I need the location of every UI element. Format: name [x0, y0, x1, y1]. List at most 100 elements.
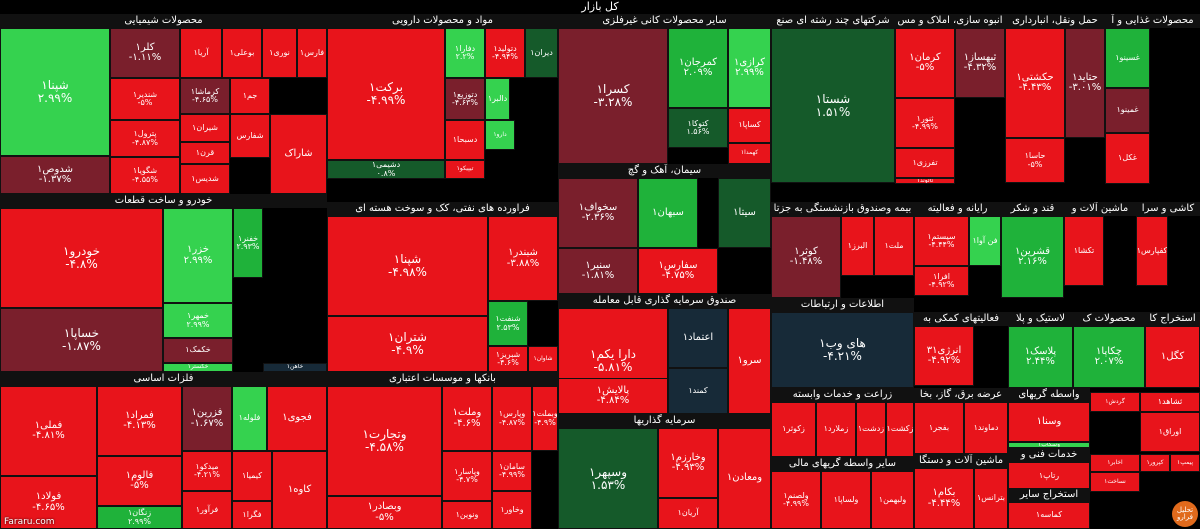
sector-29[interactable]: بکام۱ -۴.۴۴% بترانس۱ ماشین آلات و دستگا	[914, 454, 1008, 529]
stock-tile[interactable]: تفرزی۱	[895, 148, 955, 178]
stock-tile[interactable]: سیستم۱ -۴.۴۴%	[914, 216, 969, 266]
stock-tile[interactable]: حکشتی۱ -۴.۴۳%	[1005, 28, 1065, 138]
stock-tile[interactable]: کرازی۱ ۲.۹۹%	[728, 28, 771, 108]
sector-1[interactable]: برکت۱ -۴.۹۹% دشیمی۱ ۰.۸% دفارا۱ ۲.۲% دتولید۱ -۴…	[327, 14, 558, 179]
stock-tile[interactable]: شاوان۱	[528, 346, 558, 372]
stock-tile[interactable]: دسبحا۱	[445, 120, 485, 160]
stock-tile[interactable]: وپارس۱ -۴.۸۷%	[492, 386, 532, 451]
stock-tile[interactable]: شپنا۱ -۴.۹۸%	[327, 216, 488, 316]
stock-tile[interactable]: کهمدا۱	[728, 143, 771, 164]
sector-4[interactable]: کرمان۱ -۵% ثبهساز۱ -۴.۳۲% ثنور۱ -۴.۹۹% تفرزی۱ ث…	[895, 14, 1005, 184]
stock-tile[interactable]: ثنور۱ -۴.۹۹%	[895, 98, 955, 148]
stock-tile[interactable]: جم۱	[230, 78, 270, 114]
stock-tile[interactable]: اوراق۱	[1140, 412, 1200, 452]
stock-tile[interactable]: انرژی۳۱ -۴.۹۲%	[914, 326, 974, 386]
sector-14[interactable]: کفپارس۱ کاشی و سرا	[1136, 202, 1200, 298]
stock-tile[interactable]: شاراک	[270, 114, 327, 194]
stock-tile[interactable]: وملت۱ -۴.۶%	[442, 386, 492, 451]
stock-tile[interactable]: شبریز۱ -۴.۶%	[488, 346, 528, 372]
sector-13[interactable]: تکشا۱ ماشین آلات و	[1064, 202, 1136, 298]
stock-tile[interactable]: تیپیکو۱	[445, 160, 485, 179]
sector-0[interactable]: شپنا۱ ۲.۹۹% شدوص۱ -۱.۳۷% کلر۱ -۱.۱۱% شندیر۱ -۵%…	[0, 14, 327, 194]
stock-tile[interactable]: دماوند۱	[964, 402, 1008, 454]
stock-tile[interactable]: ونوین۱	[442, 501, 492, 529]
sector-12[interactable]: قشرین۱ ۲.۱۶% قند و شکر	[1001, 202, 1064, 298]
stock-tile[interactable]: کیمیا۱	[232, 451, 272, 501]
stock-tile[interactable]: دارو۱	[485, 120, 515, 150]
sector-19[interactable]: چکاپا۱ ۲.۰۷% محصولات ک	[1073, 312, 1145, 388]
sector-33[interactable]: اخابر۱	[1090, 454, 1140, 472]
stock-tile[interactable]: برکت۱ -۴.۹۹%	[327, 28, 445, 160]
stock-tile[interactable]: شدیس۱	[180, 164, 230, 194]
stock-tile[interactable]: ملت۱	[874, 216, 914, 276]
sector-34[interactable]: کپرور۱	[1140, 454, 1170, 472]
stock-tile[interactable]: سفارس۱ -۴.۷۵%	[638, 248, 718, 294]
stock-tile[interactable]: کساپا۱	[728, 108, 771, 143]
stock-tile[interactable]: فرآور۱	[182, 491, 232, 529]
stock-tile[interactable]: خمهر۱ ۲.۹۹%	[163, 303, 233, 338]
stock-tile[interactable]: فجوی۱	[267, 386, 327, 451]
sector-16[interactable]: های وب۱ -۴.۲۱% اطلاعات و ارتباطات	[771, 298, 914, 388]
sector-5[interactable]: حکشتی۱ -۴.۴۳% حتاید۱ -۳.۰۱% حاسا۱ -۵% حمل ونقل…	[1005, 14, 1105, 184]
stock-tile[interactable]: خودرو۱ -۴.۸%	[0, 208, 163, 308]
sector-24[interactable]: زکوثر۱ زملارد۱ زدشت۱ زکشت۱ زراعت و خدمات واب…	[771, 388, 914, 457]
stock-tile[interactable]: فزرین۱ -۱.۶۷%	[182, 386, 232, 451]
sector-3[interactable]: شستا۱ ۱.۵۱% شرکتهای چند رشته ای صنع	[771, 14, 895, 184]
sector-31[interactable]: رتاپ۱ خدمات فنی و	[1008, 448, 1090, 490]
stock-tile[interactable]: خگستر۱	[163, 363, 233, 372]
stock-tile[interactable]: زملارد۱	[816, 402, 856, 457]
sector-8[interactable]: شپنا۱ -۴.۹۸% شتران۱ -۴.۹% شبندر۱ -۳.۸۸% شنفت۱ ۲…	[327, 202, 558, 372]
stock-tile[interactable]: غسینو۱	[1105, 28, 1150, 88]
stock-tile[interactable]: فملی۱ -۴.۸۱%	[0, 386, 97, 476]
stock-tile[interactable]: تکشا۱	[1064, 216, 1104, 286]
stock-tile[interactable]: اعتماد۱	[668, 308, 728, 368]
stock-tile[interactable]: سخواف۱ -۲.۳۶%	[558, 178, 638, 248]
sector-11[interactable]: سیستم۱ -۴.۴۴% افرا۱ -۴.۹۲% فن آوا۱ رایانه و ف…	[914, 202, 1001, 298]
stock-tile[interactable]: بوعلی۱	[222, 28, 262, 78]
sector-36[interactable]: نساخت۱	[1090, 472, 1140, 492]
stock-tile[interactable]: میدکو۱ -۴.۲۱%	[182, 451, 232, 491]
stock-tile[interactable]: شندیر۱ -۵%	[110, 78, 180, 120]
stock-tile[interactable]: بفجر۱	[914, 402, 964, 454]
stock-tile[interactable]: کسرا۱ -۳.۲۸%	[558, 28, 668, 164]
sector-25[interactable]: بفجر۱ دماوند۱ عرضه برق، گاز، بخا	[914, 388, 1008, 454]
stock-tile[interactable]: کاوه۱	[272, 451, 327, 529]
stock-tile[interactable]: ثبهساز۱ -۴.۳۲%	[955, 28, 1005, 98]
stock-tile[interactable]: وسپهر۱ ۱.۵۳%	[558, 428, 658, 529]
stock-tile[interactable]: کلر۱ -۱.۱۱%	[110, 28, 180, 78]
stock-tile[interactable]: کپرور۱	[1140, 454, 1170, 472]
stock-tile[interactable]: وخاور۱	[492, 491, 532, 529]
stock-tile[interactable]: زکشت۱	[886, 402, 914, 457]
sector-21[interactable]: فملی۱ -۴.۸۱% فولاد۱ -۴.۶۵% فمراد۱ -۴.۱۳% فالوم…	[0, 372, 327, 529]
stock-tile[interactable]: کتوکا۱ ۱.۵۶%	[668, 108, 728, 148]
stock-tile[interactable]: زدشت۱	[856, 402, 886, 457]
stock-tile[interactable]: سیتا۱	[718, 178, 771, 248]
stock-tile[interactable]: ولساپا۱	[821, 471, 871, 529]
stock-tile[interactable]: زنگان۱ ۲.۹۹%	[97, 506, 182, 529]
sector-37[interactable]: اوراق۱	[1140, 412, 1200, 452]
stock-tile[interactable]: شستا۱ ۱.۵۱%	[771, 28, 895, 183]
stock-tile[interactable]: خکمک۱	[163, 338, 233, 363]
stock-tile[interactable]: کمند۱	[668, 368, 728, 414]
stock-tile[interactable]: فگرا۱	[232, 501, 272, 529]
stock-tile[interactable]: زکوثر۱	[771, 402, 816, 457]
stock-tile[interactable]: شنفت۱ ۲.۵۳%	[488, 301, 528, 346]
stock-tile[interactable]: شفارس	[230, 114, 270, 158]
stock-tile[interactable]: پلاسک۱ ۲.۴۴%	[1008, 326, 1073, 388]
stock-tile[interactable]: وبصادر۱ -۵%	[327, 496, 442, 529]
sector-20[interactable]: کگل۱ استخراج کا	[1145, 312, 1200, 388]
stock-tile[interactable]: وخارزم۱ -۴.۹۳%	[658, 428, 718, 498]
stock-tile[interactable]: نوری۱	[262, 28, 297, 78]
stock-tile[interactable]: فارس۱	[297, 28, 327, 78]
stock-tile[interactable]: وسنا۱	[1008, 402, 1090, 442]
sector-32[interactable]: کماسه۱ استخراج سایر	[1008, 488, 1090, 529]
stock-tile[interactable]: ولبهمن۱	[871, 471, 914, 529]
stock-tile[interactable]: شبندر۱ -۳.۸۸%	[488, 216, 558, 301]
sector-22[interactable]: وتجارت۱ -۴.۵۸% وبصادر۱ -۵% وملت۱ -۴.۶% وپارس۱-…	[327, 372, 558, 529]
stock-tile[interactable]: کمرجان۱ ۲.۰۹%	[668, 28, 728, 108]
stock-tile[interactable]: فمراد۱ -۴.۱۳%	[97, 386, 182, 456]
sector-15[interactable]: دارا یکم۱ -۵.۸۱% پالایش۱ -۴.۸۴% اعتماد۱ کمند۱…	[558, 294, 771, 414]
stock-tile[interactable]: پالایش۱ -۴.۸۴%	[558, 378, 668, 414]
stock-tile[interactable]: غکل۱	[1105, 133, 1150, 184]
sector-18[interactable]: پلاسک۱ ۲.۴۴% لاستیک و پلا	[1008, 312, 1073, 388]
